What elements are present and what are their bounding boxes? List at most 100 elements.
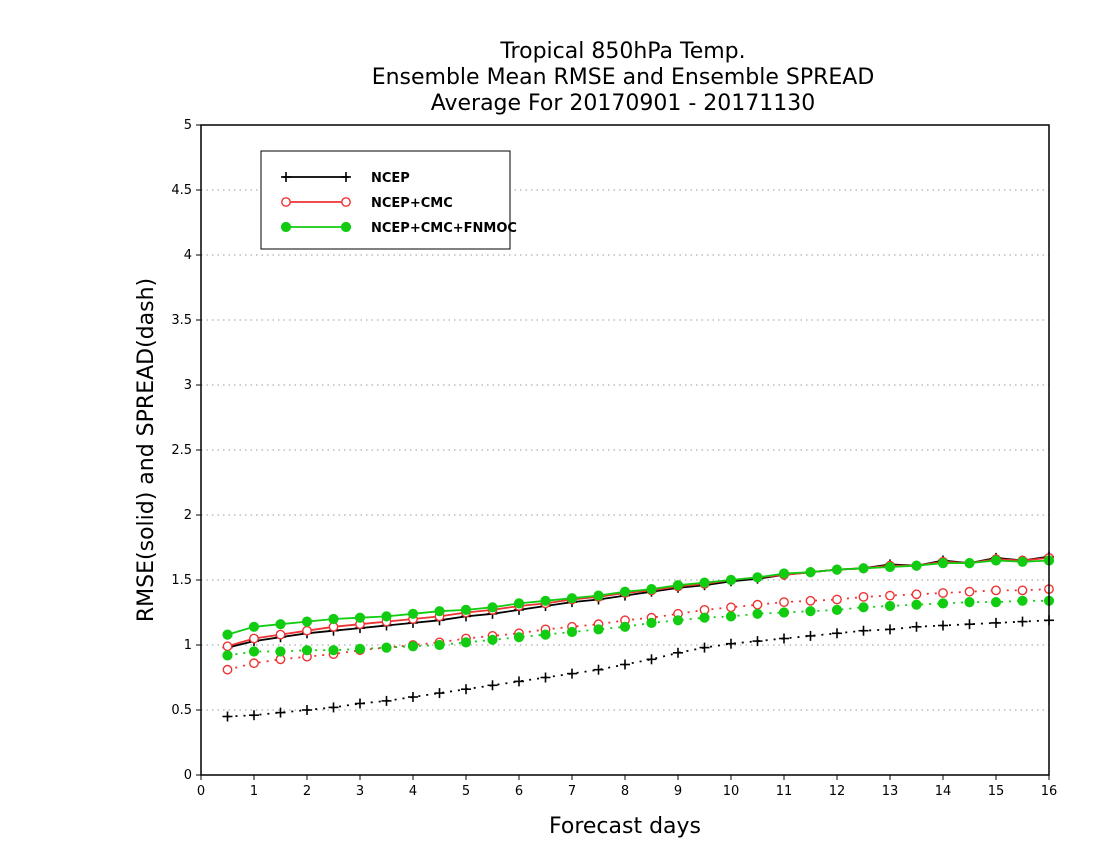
point-spread-ncep-cmc-fnmoc — [407, 641, 419, 652]
y-axis: 0 0.5 1 1.5 2 2.5 3 3.5 4 4.5 5 — [171, 118, 201, 783]
y-tick-label: 1.5 — [171, 573, 192, 588]
point-spread-ncep-cmc — [726, 602, 736, 613]
legend-marker — [340, 221, 352, 233]
point-rmse-ncep-cmc-fnmoc — [1017, 556, 1028, 567]
gridlines — [201, 189, 1049, 711]
y-tick-label: 5 — [184, 118, 192, 133]
point-spread-ncep — [434, 688, 445, 699]
x-tick-label: 16 — [1041, 784, 1058, 799]
x-tick-label: 13 — [882, 784, 899, 799]
series-line-rmse-ncep — [227, 555, 1050, 649]
point-spread-ncep — [673, 647, 683, 658]
point-spread-ncep-cmc — [752, 599, 763, 610]
point-rmse-ncep-cmc-fnmoc — [619, 586, 631, 597]
x-axis: 0 1 2 3 4 5 6 7 8 9 10 11 12 13 14 15 16 — [197, 775, 1057, 799]
point-rmse-ncep-cmc-fnmoc — [381, 611, 392, 622]
point-rmse-ncep-cmc — [302, 625, 312, 636]
title-line-2: Ensemble Mean RMSE and Ensemble SPREAD — [372, 65, 875, 90]
x-axis-label: Forecast days — [549, 814, 701, 839]
point-spread-ncep — [858, 625, 869, 636]
point-spread-ncep-cmc — [779, 597, 789, 607]
point-spread-ncep — [752, 636, 763, 647]
point-spread-ncep-cmc-fnmoc — [964, 597, 975, 608]
x-tick-label: 10 — [723, 784, 740, 799]
legend-label: NCEP — [371, 171, 410, 186]
point-rmse-ncep-cmc-fnmoc — [884, 561, 896, 573]
title-line-3: Average For 20170901 - 20171130 — [431, 91, 816, 116]
x-tick-label: 4 — [409, 784, 417, 799]
point-rmse-ncep-cmc-fnmoc — [964, 558, 975, 569]
point-rmse-ncep-cmc-fnmoc — [805, 567, 816, 578]
point-rmse-ncep-cmc — [222, 641, 233, 652]
point-rmse-ncep-cmc-fnmoc — [566, 593, 578, 604]
legend-box — [260, 150, 511, 250]
y-tick-label: 3.5 — [171, 313, 192, 328]
point-spread-ncep — [408, 692, 418, 702]
point-spread-ncep-cmc — [805, 595, 816, 606]
x-tick-label: 7 — [568, 784, 576, 799]
point-spread-ncep-cmc-fnmoc — [725, 611, 737, 622]
point-spread-ncep-cmc-fnmoc — [328, 645, 339, 656]
y-tick-label: 0 — [184, 768, 192, 783]
legend-marker — [341, 172, 351, 182]
legend-marker — [341, 197, 351, 207]
point-spread-ncep-cmc-fnmoc — [619, 621, 631, 632]
x-tick-label: 12 — [829, 784, 846, 799]
point-spread-ncep-cmc — [885, 590, 895, 601]
point-spread-ncep — [249, 710, 259, 721]
point-spread-ncep-cmc-fnmoc — [566, 626, 578, 638]
y-tick-label: 2 — [184, 508, 192, 523]
x-tick-label: 1 — [250, 784, 258, 799]
point-spread-ncep-cmc-fnmoc — [593, 624, 604, 635]
series-line-rmse-ncep-cmc-fnmoc — [227, 559, 1050, 636]
point-rmse-ncep-cmc-fnmoc — [407, 608, 419, 619]
x-tick-label: 14 — [935, 784, 952, 799]
point-spread-ncep — [381, 695, 392, 706]
point-spread-ncep-cmc — [964, 586, 975, 597]
point-spread-ncep — [461, 684, 471, 695]
point-spread-ncep-cmc — [911, 589, 922, 600]
point-spread-ncep-cmc-fnmoc — [487, 634, 498, 645]
point-spread-ncep — [355, 698, 365, 709]
point-spread-ncep-cmc-fnmoc — [752, 608, 763, 619]
y-tick-label: 3 — [184, 378, 192, 393]
point-spread-ncep — [964, 619, 975, 630]
y-tick-label: 4.5 — [171, 183, 192, 198]
point-spread-ncep-cmc — [1017, 585, 1028, 596]
y-tick-label: 1 — [184, 638, 192, 653]
point-spread-ncep — [1017, 616, 1028, 627]
plot-series — [222, 551, 1055, 722]
point-spread-ncep — [805, 630, 816, 641]
point-spread-ncep — [487, 680, 498, 691]
point-rmse-ncep-cmc-fnmoc — [778, 568, 790, 579]
x-tick-label: 6 — [515, 784, 523, 799]
point-spread-ncep-cmc-fnmoc — [831, 604, 843, 616]
point-rmse-ncep-cmc-fnmoc — [725, 574, 737, 586]
point-rmse-ncep-cmc-fnmoc — [328, 613, 339, 625]
chart-title: Tropical 850hPa Temp. Ensemble Mean RMSE… — [372, 39, 875, 116]
point-spread-ncep-cmc — [991, 585, 1001, 596]
point-spread-ncep-cmc-fnmoc — [672, 615, 684, 626]
point-spread-ncep-cmc-fnmoc — [884, 600, 896, 612]
point-spread-ncep — [275, 707, 286, 718]
point-spread-ncep-cmc — [832, 594, 842, 605]
point-rmse-ncep-cmc-fnmoc — [831, 564, 843, 575]
point-rmse-ncep-cmc-fnmoc — [990, 555, 1002, 566]
point-spread-ncep-cmc-fnmoc — [937, 598, 949, 609]
point-spread-ncep-cmc — [249, 658, 259, 669]
y-axis-label: RMSE(solid) and SPREAD(dash) — [134, 278, 159, 622]
point-spread-ncep — [779, 633, 789, 644]
x-tick-label: 3 — [356, 784, 364, 799]
point-rmse-ncep-cmc-fnmoc — [248, 621, 260, 632]
point-spread-ncep-cmc-fnmoc — [354, 643, 366, 655]
legend: NCEP NCEP+CMC NCEP+CMC+FNMOC — [260, 150, 517, 250]
point-spread-ncep-cmc-fnmoc — [911, 599, 922, 610]
point-rmse-ncep-cmc-fnmoc — [911, 560, 922, 571]
point-spread-ncep — [726, 638, 736, 649]
plot-frame — [200, 124, 1050, 776]
x-tick-label: 8 — [621, 784, 629, 799]
point-rmse-ncep-cmc-fnmoc — [752, 572, 763, 583]
point-spread-ncep-cmc-fnmoc — [990, 597, 1002, 608]
point-spread-ncep-cmc-fnmoc — [434, 639, 445, 651]
